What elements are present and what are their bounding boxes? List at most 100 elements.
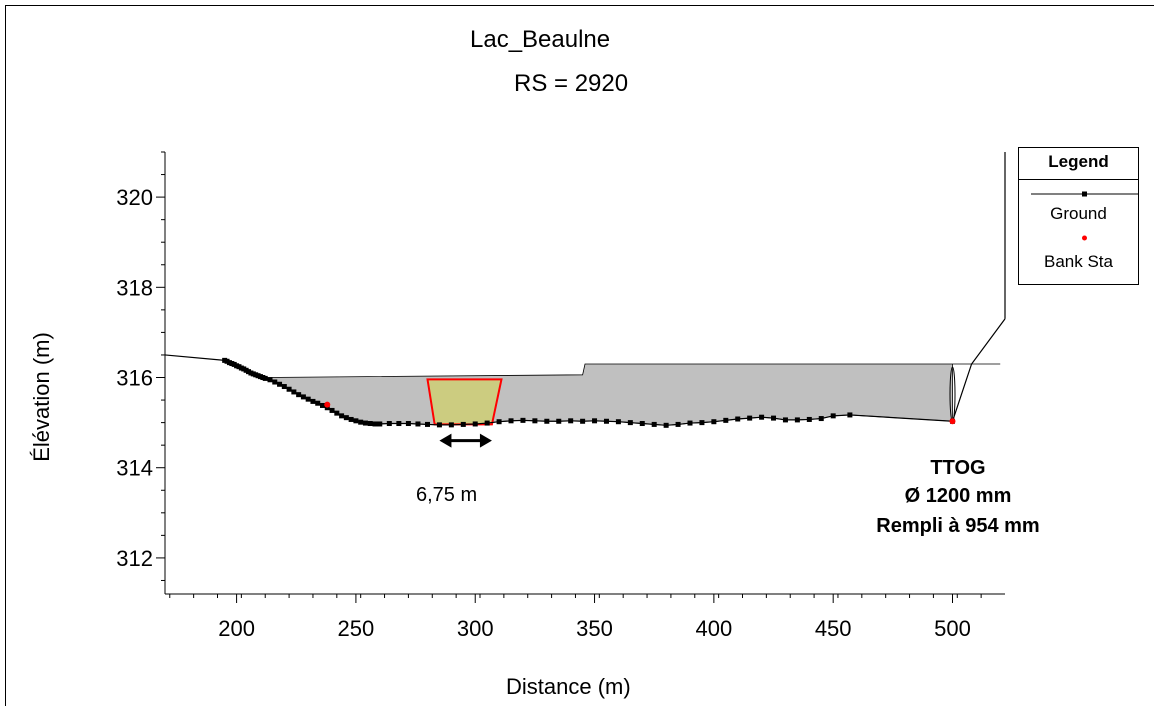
ground-marker [425, 421, 430, 427]
ground-marker [711, 419, 717, 425]
ground-marker [320, 402, 325, 408]
ground-marker [484, 420, 490, 426]
ground-marker [806, 416, 812, 422]
legend-ground-label: Ground [1050, 204, 1107, 223]
y-axis-title: Élévation (m) [29, 332, 54, 462]
x-tick-label: 250 [338, 616, 375, 641]
dimension-arrow-right-head [479, 433, 492, 448]
ground-marker [532, 418, 538, 424]
ground-marker [324, 405, 330, 411]
x-axis-title: Distance (m) [506, 674, 631, 699]
water-fill [264, 363, 1001, 426]
ground-marker [334, 410, 340, 416]
ground-marker [771, 415, 777, 421]
ground-marker [544, 418, 550, 424]
ground-marker [759, 414, 765, 420]
ground-marker [305, 396, 311, 402]
ground-marker [348, 416, 354, 422]
ground-marker [675, 421, 681, 427]
chart-subtitle: RS = 2920 [514, 70, 629, 97]
x-tick-label: 350 [576, 616, 613, 641]
ground-marker [460, 421, 466, 427]
ground-marker [603, 418, 609, 424]
ground-marker [735, 416, 741, 422]
ground-marker [472, 421, 478, 427]
ground-marker [267, 377, 273, 383]
ground-marker [272, 379, 278, 385]
ground-marker [568, 418, 574, 424]
ground-marker [291, 389, 297, 395]
ground-marker [520, 417, 526, 423]
ground-marker [262, 375, 268, 381]
ground-marker [286, 386, 292, 392]
ground-marker [386, 421, 392, 427]
ground-marker [315, 400, 321, 406]
x-tick-label: 400 [696, 616, 733, 641]
x-tick-label: 450 [815, 616, 852, 641]
culvert-trapezoid [426, 378, 503, 426]
ground-marker [396, 421, 402, 427]
legend: Legend Ground Bank Sta [1018, 147, 1139, 285]
ground-marker [639, 421, 645, 427]
ground-marker [615, 419, 621, 425]
y-tick-label: 314 [116, 456, 153, 481]
right-bank-line [951, 318, 1006, 422]
ground-marker [405, 421, 411, 427]
y-tick-label: 312 [116, 546, 153, 571]
legend-divider [1019, 179, 1138, 180]
ground-marker [353, 418, 359, 424]
ground-marker [296, 392, 302, 398]
ground-marker [782, 417, 788, 423]
ground-marker [367, 421, 373, 427]
ground-marker [372, 421, 378, 427]
ground-marker [592, 418, 598, 424]
ground-marker [818, 416, 824, 422]
ground-marker [508, 418, 514, 424]
legend-title: Legend [1048, 152, 1109, 171]
ground-marker [277, 381, 283, 387]
bank-sta-marker [324, 401, 331, 408]
ground-marker [310, 398, 316, 404]
ground-marker [496, 419, 502, 425]
x-tick-label: 300 [457, 616, 494, 641]
pipe-annotation-line-3: Rempli à 954 mm [876, 515, 1040, 537]
x-tick-label: 200 [218, 616, 255, 641]
ground-marker [329, 407, 335, 413]
ground-marker [281, 384, 287, 390]
ground-marker [448, 422, 454, 428]
width-annotation: 6,75 m [416, 484, 478, 506]
ground-marker [300, 394, 306, 400]
ground-marker [377, 421, 383, 427]
ground-marker [343, 415, 349, 421]
y-tick-label: 320 [116, 185, 153, 210]
ground-marker [723, 417, 729, 423]
ground-marker [794, 417, 800, 423]
ground-marker [627, 420, 633, 426]
chart-frame [5, 5, 1154, 706]
y-tick-label: 318 [116, 275, 153, 300]
ground-marker [339, 413, 345, 419]
ground-marker [580, 418, 586, 424]
ground-marker [415, 421, 421, 427]
legend-bank-label: Bank Sta [1044, 252, 1113, 271]
ground-marker [747, 415, 753, 421]
pipe-annotation-line-1: TTOG [930, 457, 986, 479]
x-tick-label: 500 [934, 616, 971, 641]
y-tick-label: 316 [116, 366, 153, 391]
dimension-arrow-left-head [439, 433, 452, 448]
ground-marker [358, 419, 364, 425]
ground-marker [663, 422, 669, 428]
ground-marker [687, 420, 693, 426]
ground-marker [362, 420, 368, 426]
chart-title: Lac_Beaulne [470, 26, 611, 53]
ground-marker [830, 413, 836, 419]
bank-sta-marker [949, 418, 956, 425]
ground-marker [847, 412, 853, 418]
ground-marker [436, 422, 442, 428]
ground-marker [556, 418, 562, 424]
pipe-annotation-line-2: Ø 1200 mm [904, 485, 1012, 507]
legend-symbols [1031, 191, 1138, 241]
ground-marker [651, 421, 657, 427]
ground-marker [699, 420, 705, 426]
